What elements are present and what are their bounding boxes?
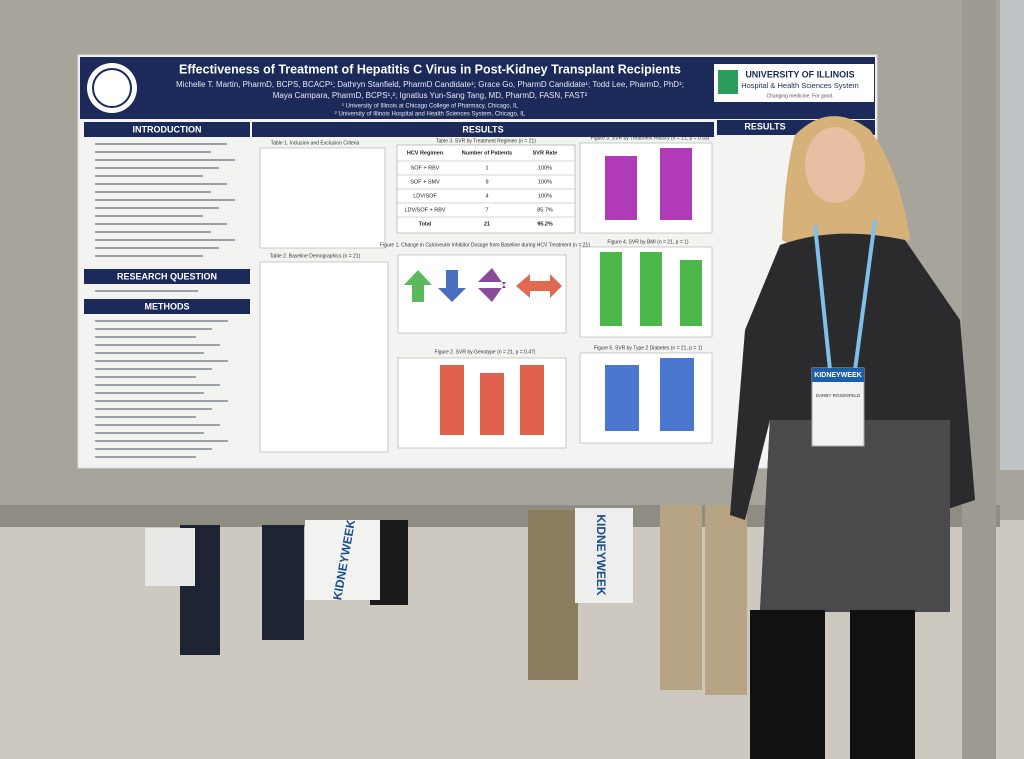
table-title: Table 3. SVR by Treatment Regimen (n = 2…	[436, 138, 536, 144]
bag-text: KIDNEYWEEK	[594, 514, 608, 596]
table-cell: SOF + RBV	[411, 165, 440, 171]
face	[805, 127, 865, 203]
college-seal	[87, 63, 137, 113]
college-seal	[92, 68, 132, 108]
poster-title: Effectiveness of Treatment of Hepatitis …	[179, 62, 681, 76]
background-wall	[1000, 0, 1024, 470]
tote-bag	[145, 528, 195, 586]
lanyard	[853, 219, 877, 371]
table-cell: 85.7%	[537, 207, 553, 213]
table-cell: LDV/SOF + RBV	[404, 207, 445, 213]
figure-title: Figure 4. SVR by BMI (n = 21, p = 1)	[607, 239, 688, 245]
bar-image	[660, 358, 694, 431]
bar-image	[660, 148, 692, 220]
table-cell: SOF + SMV	[410, 179, 440, 185]
table-header: HCV Regimen	[407, 150, 444, 156]
section-title: RESEARCH QUESTION	[117, 271, 217, 281]
table-cell: 95.2%	[537, 221, 553, 227]
logo-name: UNIVERSITY OF ILLINOIS	[745, 69, 854, 79]
table-header: Number of Patients	[462, 150, 512, 156]
badge-event: KIDNEYWEEK	[814, 372, 861, 379]
section-title: INTRODUCTION	[133, 124, 202, 134]
table-cell: 7	[485, 207, 488, 213]
table-header: SVR Rate	[533, 150, 558, 156]
table-cell: 100%	[538, 193, 552, 199]
bar-image	[605, 156, 637, 220]
tote-bag	[305, 520, 380, 600]
section-header	[84, 269, 250, 284]
figure	[397, 254, 567, 334]
legs	[262, 525, 304, 640]
figure	[579, 142, 713, 234]
legs	[850, 610, 915, 759]
badge-header	[812, 368, 864, 382]
table	[259, 261, 389, 453]
arrow-icon	[516, 274, 562, 298]
figure-title: Figure 5. SVR by Type 2 Diabetes (n = 21…	[594, 345, 703, 351]
bar-image	[480, 373, 504, 435]
section-header	[84, 122, 250, 137]
authors: Michelle T. Martin, PharmD, BCPS, BCACP¹…	[176, 80, 684, 89]
bar-image	[440, 365, 464, 435]
table-cell: 4	[485, 193, 488, 199]
arrow-icon	[404, 270, 432, 302]
tote-bag	[575, 508, 633, 603]
board-edge	[0, 505, 1000, 527]
figure-title: Figure 2. SVR by Genotype (n = 21, p = 0…	[435, 349, 536, 355]
legs	[660, 505, 702, 690]
logo-tagline: Changing medicine. For good.	[767, 93, 834, 99]
plaid-skirt	[760, 420, 950, 612]
arrow-icon	[478, 268, 506, 302]
legs	[528, 510, 578, 680]
badge-name: DARBY ROSENFELD	[816, 393, 861, 398]
table-title: Table 2. Baseline Demographics (n = 21)	[270, 253, 361, 259]
lanyard	[813, 224, 832, 371]
bar-image	[640, 252, 662, 326]
section-header	[252, 122, 714, 137]
table-cell: 9	[485, 179, 488, 185]
table-cell: Total	[419, 221, 432, 227]
affiliation: ¹ University of Illinois at Chicago Coll…	[342, 104, 519, 110]
legs	[705, 505, 747, 695]
figure-title: Figure 1. Change in Calcineurin Inhibito…	[380, 242, 590, 248]
arrow-icon	[438, 270, 466, 302]
affiliation: ² University of Illinois Hospital and He…	[335, 112, 526, 118]
frame-post	[962, 0, 996, 759]
bar-image	[520, 365, 544, 435]
table-cell: 100%	[538, 165, 552, 171]
logo-box	[714, 64, 874, 102]
legs	[750, 610, 825, 759]
table-cell: 1	[485, 165, 488, 171]
logo-mark	[718, 70, 738, 94]
logo-subtitle: Hospital & Health Sciences System	[741, 81, 859, 90]
table-title: Table 1. Inclusion and Exclusion Criteri…	[271, 140, 360, 146]
figure-title: Figure 3. SVR by Treatment History (n = …	[591, 135, 710, 141]
table-cell: 21	[484, 221, 490, 227]
bar-image	[600, 252, 622, 326]
section-title: METHODS	[145, 301, 190, 311]
bar-image	[680, 260, 702, 326]
bar-image	[605, 365, 639, 431]
section-header	[84, 299, 250, 314]
table	[259, 147, 386, 249]
section-title: RESULTS	[462, 124, 503, 134]
table-cell: LDV/SOF	[413, 193, 437, 199]
section-title: RESULTS	[744, 121, 785, 131]
table-cell: 100%	[538, 179, 552, 185]
authors: Maya Campara, PharmD, BCPS¹,²; Ignatius …	[273, 91, 588, 100]
